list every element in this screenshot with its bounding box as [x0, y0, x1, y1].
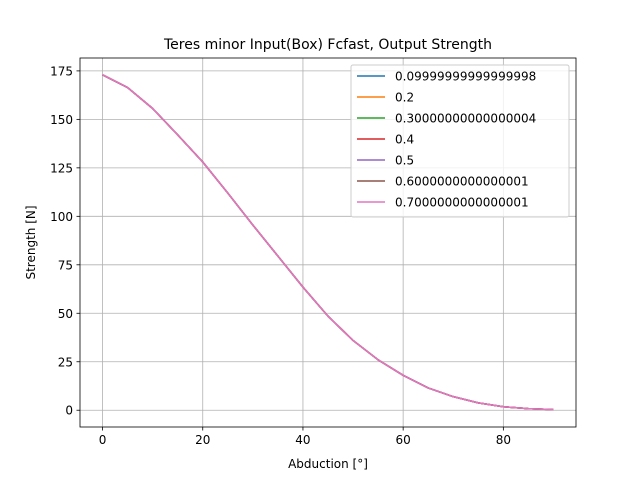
series-lines	[102, 74, 554, 411]
legend-label: 0.30000000000000004	[395, 112, 536, 126]
y-tick-label: 175	[50, 64, 73, 78]
x-tick-label: 20	[195, 433, 210, 447]
legend-label: 0.5	[395, 154, 414, 168]
legend-label: 0.6000000000000001	[395, 175, 529, 189]
y-tick-label: 25	[58, 355, 73, 369]
y-tick-label: 75	[58, 258, 73, 272]
legend-label: 0.09999999999999998	[395, 70, 536, 84]
y-tick-label: 125	[50, 161, 73, 175]
legend-label: 0.7000000000000001	[395, 196, 529, 210]
y-axis-label: Strength [N]	[24, 205, 38, 279]
y-tick-label: 150	[50, 113, 73, 127]
series-line-7	[102, 74, 554, 411]
legend-box	[350, 64, 570, 218]
x-tick-label: 0	[99, 433, 107, 447]
y-tick-label: 50	[58, 307, 73, 321]
x-tick-label: 80	[496, 433, 511, 447]
y-tick-label: 100	[50, 210, 73, 224]
legend-label: 0.2	[395, 91, 414, 105]
y-tick-label: 0	[65, 404, 73, 418]
x-tick-label: 60	[396, 433, 411, 447]
x-axis-label: Abduction [°]	[288, 457, 368, 471]
legend-label: 0.4	[395, 133, 414, 147]
legend: 0.09999999999999998 0.2 0.3000000000000000…	[350, 64, 570, 218]
x-tick-label: 40	[295, 433, 310, 447]
plot-frame	[79, 57, 577, 428]
chart-title: Teres minor Input(Box) Fcfast, Output St…	[163, 37, 492, 53]
x-axis: 0 20 40 60 80	[99, 427, 511, 447]
y-axis: 0 25 50 75 100 125 150 175	[50, 64, 80, 418]
